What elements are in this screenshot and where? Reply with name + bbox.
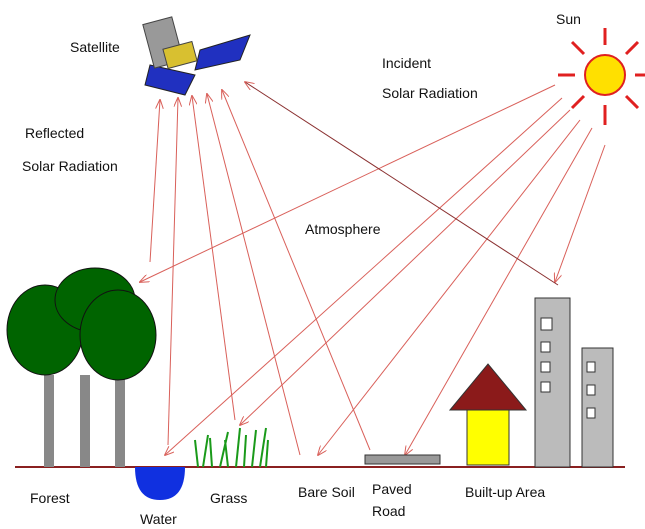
sun-icon-part [572, 96, 584, 108]
radiation-rays-part [222, 90, 370, 450]
water-label: Water [140, 511, 177, 527]
satellite-icon [143, 17, 250, 95]
satellite-label: Satellite [70, 39, 120, 55]
reflected-label: Reflected [25, 125, 84, 141]
buildings-icon-part [587, 362, 595, 372]
radiation-rays-part [245, 82, 558, 285]
radiation-rays-part [150, 100, 160, 262]
forest-icon-part [80, 375, 90, 467]
paved-road-label: Road [372, 503, 405, 519]
sun-icon-part [585, 55, 625, 95]
forest-label: Forest [30, 490, 70, 506]
buildings-icon-part [541, 342, 550, 352]
grass-icon-part [195, 428, 268, 467]
road-icon [365, 455, 440, 464]
house-icon [450, 364, 526, 465]
buildings-icon-part [541, 362, 550, 372]
sun-icon-part [626, 42, 638, 54]
buildings-icon [535, 298, 613, 467]
grass-label: Grass [210, 490, 247, 506]
atmosphere-label: Atmosphere [305, 221, 381, 237]
forest-icon-part [115, 375, 125, 467]
radiation-rays-part [168, 98, 178, 445]
built-up-label: Built-up Area [465, 484, 545, 500]
buildings-icon-part [587, 408, 595, 418]
paved-road-label: Paved [372, 481, 412, 497]
incident-label: Incident [382, 55, 431, 71]
forest-icon-part [80, 290, 156, 380]
buildings-icon-part [541, 382, 550, 392]
sun-icon-part [626, 96, 638, 108]
incident-label: Solar Radiation [382, 85, 478, 101]
water-icon [135, 467, 185, 500]
radiation-rays-part [192, 96, 235, 420]
forest-icon [7, 268, 156, 467]
sun-icon-part [572, 42, 584, 54]
buildings-icon-part [541, 318, 552, 330]
reflected-label: Solar Radiation [22, 158, 118, 174]
satellite-icon-part [145, 65, 195, 95]
satellite-icon-part [195, 35, 250, 70]
house-icon-part [467, 408, 509, 465]
sun-label: Sun [556, 11, 581, 27]
buildings-icon-part [587, 385, 595, 395]
house-icon-part [450, 364, 526, 410]
radiation-rays-part [207, 94, 300, 455]
grass-icon [195, 428, 268, 467]
bare-soil-label: Bare Soil [298, 484, 355, 500]
radiation-rays-part [555, 145, 605, 282]
sun-icon [558, 28, 645, 125]
radiation-rays-part [240, 110, 570, 425]
forest-icon-part [44, 375, 54, 467]
diagram: Satellite Sun Incident Solar Radiation R… [0, 0, 645, 529]
